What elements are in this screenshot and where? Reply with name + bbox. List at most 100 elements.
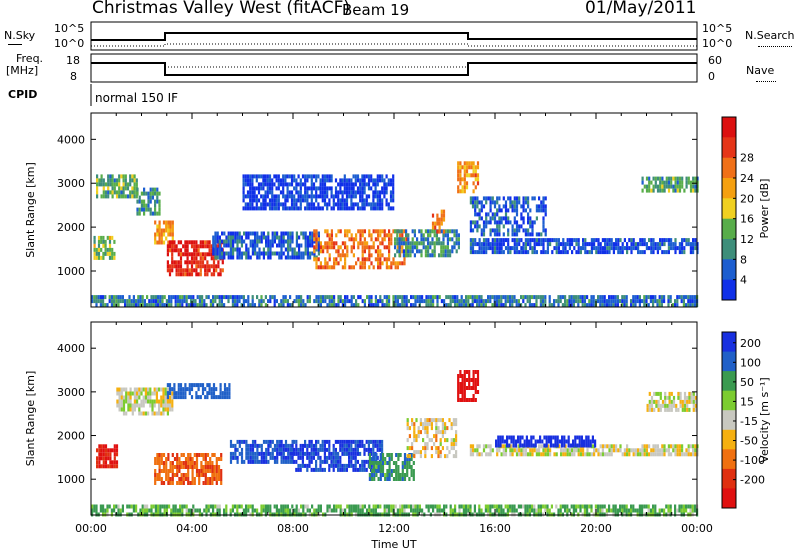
range-cell <box>455 229 458 234</box>
range-cell <box>113 456 116 461</box>
range-cell <box>462 303 465 308</box>
range-cell <box>665 448 668 453</box>
range-cell <box>474 242 477 247</box>
range-cell <box>107 178 110 183</box>
range-cell <box>429 303 432 308</box>
range-cell <box>149 207 152 212</box>
range-cell <box>359 233 362 238</box>
range-cell <box>156 473 159 477</box>
range-cell <box>403 465 407 469</box>
range-cell <box>326 229 329 234</box>
range-cell <box>220 299 223 304</box>
range-cell <box>357 303 360 308</box>
range-cell <box>234 295 237 300</box>
range-cell <box>540 238 543 243</box>
range-cell <box>201 264 205 269</box>
range-cell <box>306 239 309 244</box>
range-cell <box>498 224 501 229</box>
range-cell <box>118 186 121 191</box>
range-cell <box>381 447 384 452</box>
range-cell <box>363 504 366 509</box>
range-cell <box>672 242 675 247</box>
range-cell <box>476 177 480 182</box>
range-cell <box>164 403 167 408</box>
range-cell <box>350 295 353 300</box>
range-cell <box>526 504 529 509</box>
range-cell <box>240 239 243 244</box>
range-cell <box>616 295 619 300</box>
range-cell <box>498 448 501 453</box>
range-cell <box>603 303 606 308</box>
range-cell <box>219 391 222 396</box>
range-cell <box>580 439 583 444</box>
range-cell <box>524 250 527 255</box>
range-cell <box>121 508 124 513</box>
range-cell <box>672 184 675 189</box>
range-cell <box>271 251 274 256</box>
range-cell <box>471 299 474 304</box>
range-cell <box>368 477 371 481</box>
range-cell <box>392 190 395 195</box>
range-cell <box>459 177 462 182</box>
range-cell <box>108 504 111 509</box>
range-cell <box>332 455 335 460</box>
colorbar-swatch <box>722 239 736 260</box>
range-cell <box>249 451 252 456</box>
range-cell <box>269 243 272 248</box>
range-cell <box>265 251 268 256</box>
range-cell <box>95 299 98 304</box>
range-cell <box>663 238 666 243</box>
range-cell <box>406 422 409 427</box>
range-cell <box>500 303 503 308</box>
range-cell <box>330 229 333 234</box>
range-cell <box>650 188 653 193</box>
range-cell <box>160 395 163 400</box>
range-cell <box>136 207 139 212</box>
range-cell <box>366 508 369 513</box>
range-cell <box>524 508 527 513</box>
range-cell <box>557 508 560 513</box>
range-cell <box>585 443 588 448</box>
range-cell <box>467 504 470 509</box>
range-cell <box>588 242 591 247</box>
range-cell <box>410 504 413 509</box>
range-cell <box>612 242 615 247</box>
range-cell <box>212 264 216 269</box>
range-cell <box>195 469 199 473</box>
range-cell <box>195 272 198 277</box>
range-cell <box>313 249 316 254</box>
range-cell <box>676 444 679 449</box>
range-cell <box>685 303 688 308</box>
range-cell <box>335 241 338 246</box>
range-cell <box>403 453 407 457</box>
range-cell <box>672 448 675 453</box>
range-cell <box>295 504 298 509</box>
range-cell <box>276 451 279 456</box>
range-cell <box>546 238 549 243</box>
range-cell <box>217 469 221 473</box>
range-cell <box>311 235 314 240</box>
range-cell <box>194 508 197 513</box>
range-cell <box>377 465 380 469</box>
range-cell <box>539 299 542 304</box>
range-cell <box>394 303 397 308</box>
range-cell <box>129 182 132 187</box>
range-cell <box>156 224 159 229</box>
range-cell <box>282 194 285 199</box>
range-cell <box>485 196 488 201</box>
range-cell <box>381 439 384 444</box>
range-cell <box>210 391 213 396</box>
range-cell <box>182 453 185 457</box>
range-cell <box>694 448 697 453</box>
range-cell <box>317 447 320 452</box>
range-cell <box>245 251 248 256</box>
range-cell <box>461 177 464 182</box>
range-cell <box>341 447 344 452</box>
range-cell <box>496 212 499 217</box>
range-cell <box>98 456 101 461</box>
range-cell <box>491 228 494 233</box>
range-cell <box>173 457 177 461</box>
range-cell <box>321 206 324 211</box>
range-cell <box>489 295 492 300</box>
range-cell <box>223 231 226 236</box>
